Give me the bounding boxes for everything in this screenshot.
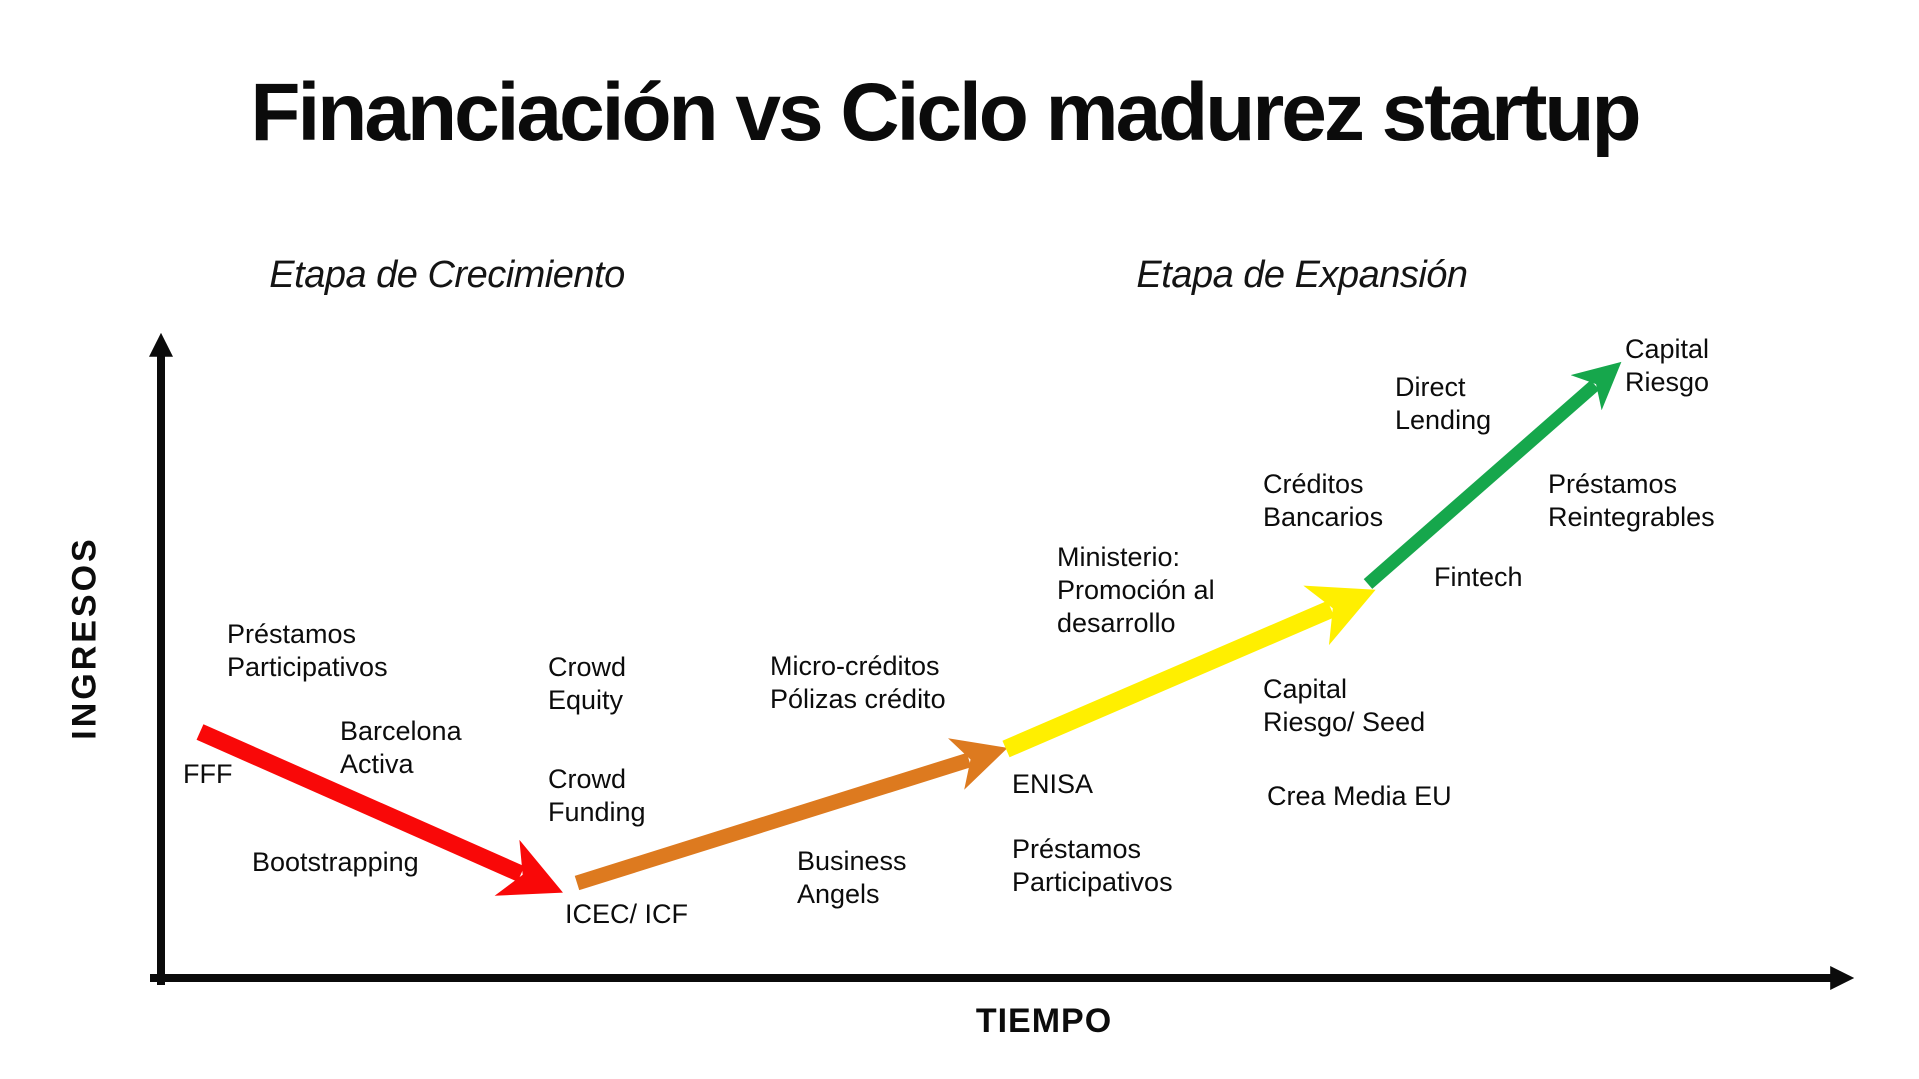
red-arrow-segment [196,724,563,896]
label-icec-icf: ICEC/ ICF [565,899,689,929]
label-crowd-funding: Crowd Funding [548,764,646,827]
label-fff: FFF [183,759,233,789]
label-crea-media-eu: Crea Media EU [1267,781,1452,811]
label-micro-creditos: Micro-créditos Pólizas crédito [770,651,946,714]
label-prestamos-participativos-growth: Préstamos Participativos [227,619,388,682]
label-crowd-equity: Crowd Equity [548,652,627,715]
stage-label-expansion: Etapa de Expansión [1136,254,1468,296]
label-barcelona-activa: Barcelona Activa [340,716,462,779]
label-capital-riesgo-seed: Capital Riesgo/ Seed [1263,674,1426,737]
label-creditos-bancarios: Créditos Bancarios [1263,469,1384,532]
yellow-arrow-segment [1002,585,1376,758]
label-direct-lending: Direct Lending [1395,372,1492,435]
stage-label-growth: Etapa de Crecimiento [269,254,625,296]
label-capital-riesgo: Capital Riesgo [1625,334,1710,397]
label-fintech: Fintech [1434,562,1523,592]
green-arrow-segment [1363,361,1622,589]
page-title: Financiación vs Ciclo madurez startup [250,67,1641,158]
label-enisa: ENISA [1012,769,1094,799]
label-business-angels: Business Angels [797,846,907,909]
label-prestamos-participativos-expansion: Préstamos Participativos [1012,834,1173,897]
orange-arrow-segment [574,738,1008,891]
label-ministerio-promocion: Ministerio: Promoción al desarrollo [1057,542,1215,638]
x-axis-label: TIEMPO [975,1002,1113,1040]
label-bootstrapping: Bootstrapping [252,847,419,877]
label-prestamos-reintegrables: Préstamos Reintegrables [1548,469,1715,532]
